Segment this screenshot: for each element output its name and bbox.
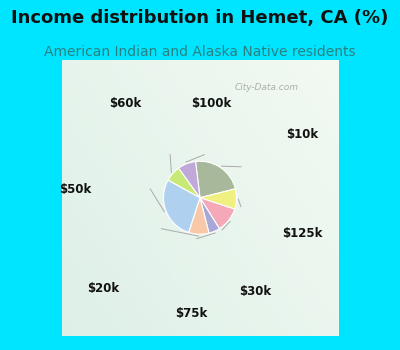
Wedge shape <box>196 161 235 198</box>
Wedge shape <box>179 161 200 198</box>
Wedge shape <box>164 180 200 232</box>
Text: $30k: $30k <box>239 285 271 298</box>
Wedge shape <box>200 189 236 209</box>
Text: American Indian and Alaska Native residents: American Indian and Alaska Native reside… <box>44 45 356 59</box>
Text: $20k: $20k <box>87 282 119 295</box>
Text: $10k: $10k <box>286 128 318 141</box>
Text: $75k: $75k <box>176 307 208 320</box>
Wedge shape <box>200 198 220 233</box>
Text: $125k: $125k <box>282 227 322 240</box>
Text: City-Data.com: City-Data.com <box>234 83 298 92</box>
Text: $60k: $60k <box>109 97 142 110</box>
Text: Income distribution in Hemet, CA (%): Income distribution in Hemet, CA (%) <box>11 9 389 27</box>
Wedge shape <box>189 198 209 234</box>
Wedge shape <box>200 198 235 229</box>
Wedge shape <box>168 168 200 198</box>
Text: $50k: $50k <box>60 183 92 196</box>
Text: $100k: $100k <box>191 97 231 110</box>
